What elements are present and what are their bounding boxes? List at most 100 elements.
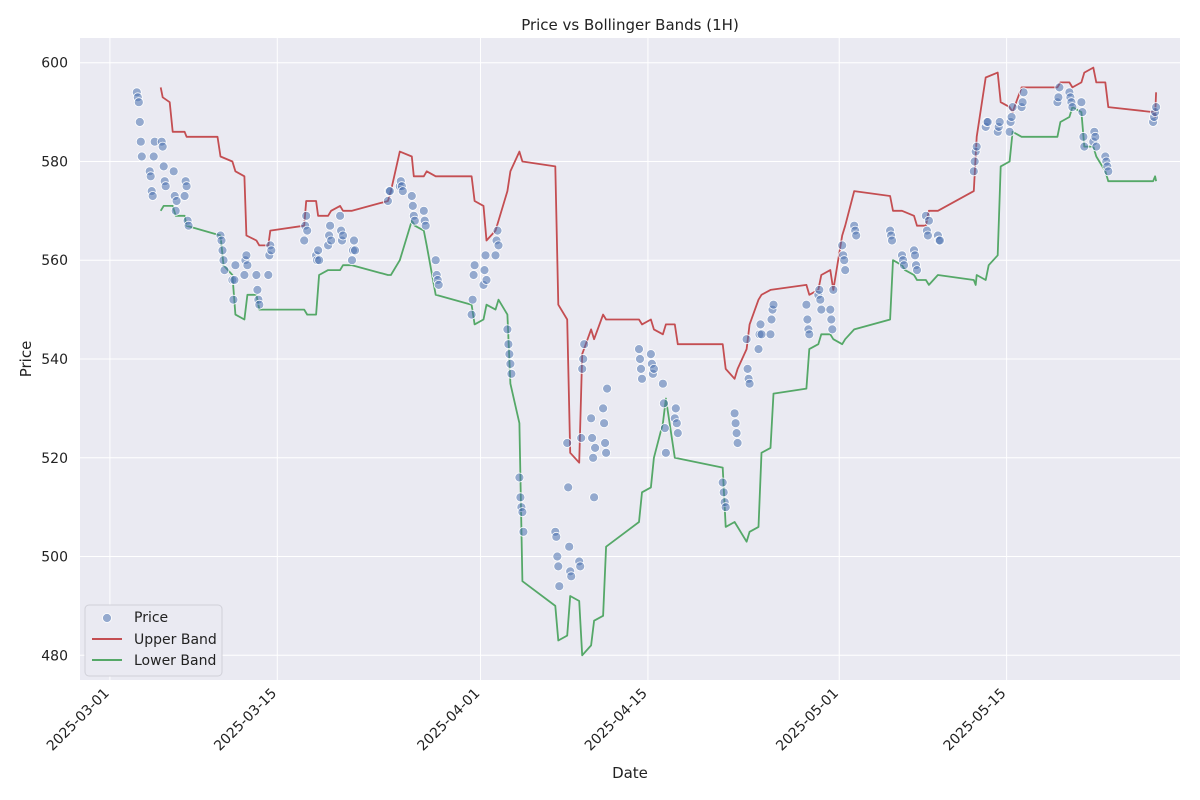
price-point <box>326 235 337 246</box>
price-point <box>968 166 979 177</box>
price-point <box>553 561 564 572</box>
chart-title: Price vs Bollinger Bands (1H) <box>521 16 739 34</box>
price-point <box>468 270 479 280</box>
price-point <box>924 215 934 226</box>
price-point <box>135 136 146 147</box>
price-point <box>504 349 515 360</box>
price-point <box>969 156 980 167</box>
price-point <box>349 235 359 246</box>
price-point <box>1079 141 1090 152</box>
price-point <box>587 433 597 443</box>
price-point <box>502 324 513 335</box>
price-point <box>851 230 862 241</box>
x-tick-label: 2025-05-15 <box>941 686 1010 755</box>
price-point <box>228 294 239 305</box>
price-point <box>136 151 147 162</box>
price-point <box>301 210 312 221</box>
price-point <box>266 245 277 256</box>
price-point <box>586 413 596 424</box>
price-point <box>601 447 611 458</box>
price-point <box>420 220 431 231</box>
price-point <box>517 507 528 517</box>
price-point <box>1004 126 1015 137</box>
price-point <box>148 151 159 162</box>
price-point <box>384 186 395 197</box>
grid <box>80 38 1180 680</box>
price-point <box>766 314 777 325</box>
price-point <box>397 186 408 197</box>
price-point <box>923 230 933 241</box>
price-point <box>493 240 504 251</box>
legend-upper-label: Upper Band <box>134 632 217 648</box>
price-point <box>430 255 441 266</box>
price-point <box>1077 107 1088 117</box>
y-tick-label: 560 <box>41 253 68 269</box>
price-point <box>157 141 168 152</box>
price-point <box>1053 92 1064 103</box>
price-point <box>302 225 313 236</box>
price-point <box>577 363 588 374</box>
lower-band-line <box>159 106 1157 657</box>
price-point <box>731 428 742 439</box>
price-point <box>254 299 265 310</box>
price-point <box>816 304 827 315</box>
price-point <box>514 472 525 483</box>
price-point <box>801 299 812 310</box>
price-point <box>505 358 516 369</box>
price-point <box>602 383 612 394</box>
price-point <box>1054 82 1065 93</box>
legend-box <box>84 604 223 677</box>
price-point <box>671 418 682 429</box>
price-point <box>982 117 993 127</box>
price-point <box>744 378 755 389</box>
price-point <box>590 442 600 453</box>
price-point <box>720 502 731 513</box>
price-point <box>598 403 608 414</box>
price-point <box>409 215 420 226</box>
price-point <box>717 477 728 488</box>
price-point <box>171 196 182 206</box>
price-point <box>753 344 764 355</box>
y-tick-label: 500 <box>41 550 68 566</box>
price-point <box>755 319 766 330</box>
price-point <box>802 314 813 325</box>
price-point <box>840 265 851 276</box>
price-point <box>815 294 826 305</box>
price-point <box>661 447 671 458</box>
price-point <box>145 171 156 182</box>
price-point <box>765 329 776 340</box>
price-point <box>1006 112 1017 122</box>
price-series <box>131 82 1161 592</box>
price-point <box>466 309 477 320</box>
price-point <box>518 526 529 537</box>
price-point <box>566 571 577 582</box>
price-point <box>635 354 645 364</box>
price-point <box>579 339 590 350</box>
price-point <box>910 250 920 261</box>
price-point <box>564 541 575 552</box>
price-point <box>578 354 589 364</box>
price-point <box>1078 131 1089 142</box>
price-point <box>239 270 250 280</box>
price-point <box>183 220 194 231</box>
price-point <box>481 275 492 285</box>
price-point <box>589 492 599 503</box>
x-tick-label: 2025-05-01 <box>773 686 842 755</box>
price-point <box>554 581 565 592</box>
upper-band-series <box>159 66 1157 464</box>
price-point <box>826 314 837 325</box>
price-point <box>179 191 190 201</box>
price-point <box>828 284 839 295</box>
price-point <box>433 279 444 290</box>
price-point <box>732 438 743 448</box>
price-point <box>299 235 310 246</box>
price-point <box>350 245 360 256</box>
price-point <box>804 329 815 340</box>
price-point <box>1007 102 1018 112</box>
price-point <box>994 117 1005 127</box>
price-point <box>649 363 659 374</box>
price-point <box>335 210 346 221</box>
price-point <box>480 250 491 261</box>
price-point <box>219 265 230 276</box>
